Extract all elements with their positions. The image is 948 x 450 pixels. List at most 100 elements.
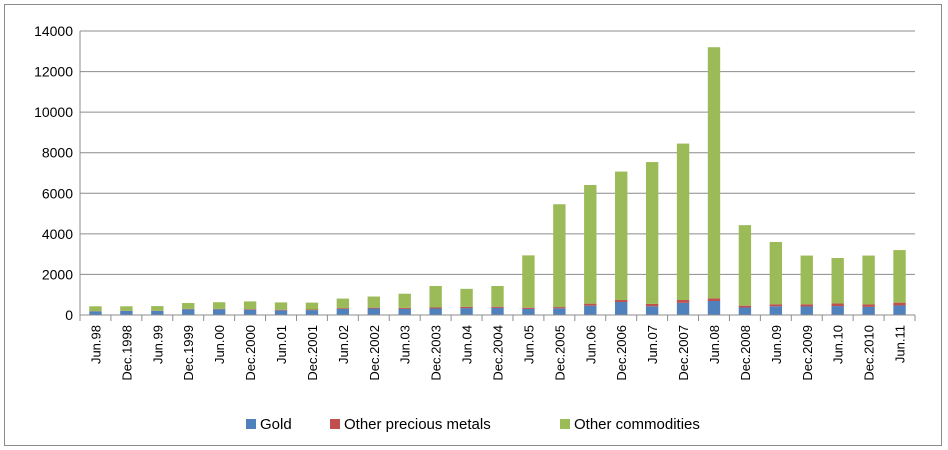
bar-segment	[305, 302, 319, 310]
bar-segment	[336, 298, 350, 309]
bar-segment	[367, 296, 380, 308]
bar-segment	[738, 225, 752, 306]
bar-segment	[676, 143, 690, 300]
bar-segment	[491, 306, 504, 308]
bar-segment	[120, 306, 133, 311]
bar-segment	[429, 307, 442, 309]
bar-segment	[645, 303, 659, 307]
bar-segment	[676, 299, 690, 303]
x-tick-label: Jun.05	[521, 325, 536, 364]
bar-segment	[212, 309, 226, 315]
legend-swatch	[246, 419, 256, 429]
bar-segment	[243, 309, 257, 310]
x-tick-label: Jun.07	[645, 325, 660, 364]
x-tick-label: Dec.2001	[305, 325, 320, 381]
bar-segment	[522, 307, 535, 309]
x-tick-label: Dec.2000	[243, 325, 258, 381]
bar-segment	[769, 304, 783, 307]
bar-segment	[831, 303, 844, 307]
bar-segment	[367, 308, 380, 315]
y-tick-label: 2000	[42, 266, 73, 282]
bar-segment	[336, 308, 350, 309]
bar-segment	[398, 293, 411, 308]
x-tick-label: Dec.2005	[552, 325, 567, 381]
chart-frame: 0 2000 4000 6000 8000 10000 12000 14000 Jun.98 De…	[4, 4, 942, 446]
bar-segment	[182, 309, 195, 315]
x-tick-label: Dec.1999	[181, 325, 196, 381]
x-tick-label: Dec.2009	[800, 325, 815, 381]
x-tick-label: Jun.99	[150, 325, 165, 364]
bar-segment	[398, 308, 411, 315]
bar-segment	[89, 306, 102, 312]
bar-segment	[707, 47, 721, 299]
x-tick-label: Jun.01	[274, 325, 289, 364]
bar-segment	[367, 307, 380, 309]
bar-segment	[460, 308, 473, 315]
x-tick-label: Jun.06	[583, 325, 598, 364]
y-tick-label: 14000	[34, 23, 73, 39]
bar-segment	[645, 162, 659, 304]
x-tick-label: Dec.2004	[491, 325, 506, 381]
bar-segment	[243, 301, 257, 310]
x-tick-label: Jun.09	[769, 325, 784, 364]
bar-segment	[584, 305, 597, 315]
x-tick-label: Dec.2010	[862, 325, 877, 381]
bar-segment	[429, 308, 442, 315]
bar-segment	[615, 299, 628, 303]
bar-segment	[738, 307, 752, 315]
x-tick-label: Dec.2008	[738, 325, 753, 381]
y-tick-label: 6000	[42, 185, 73, 201]
bar-segment	[800, 304, 813, 307]
bar-segment	[676, 302, 690, 315]
bar-segment	[274, 309, 288, 311]
x-tick-label: Jun.98	[88, 325, 103, 364]
bar-segment	[491, 307, 504, 315]
legend-label: Other commodities	[574, 416, 700, 433]
x-tick-label: Jun.03	[398, 325, 413, 364]
bar-segment	[615, 171, 628, 300]
bar-segment	[553, 307, 566, 309]
bar-segment	[151, 310, 164, 315]
bar-segment	[707, 301, 721, 315]
bar-segment	[831, 306, 844, 315]
bar-segment	[862, 255, 875, 305]
legend-swatch	[560, 419, 570, 429]
bar-segment	[769, 306, 783, 315]
x-tick-label: Jun.11	[893, 325, 908, 363]
bar-segment	[151, 306, 164, 311]
bar-segment	[305, 310, 319, 315]
x-tick-label: Jun.04	[460, 325, 475, 364]
bar-segment	[738, 305, 752, 308]
bar-segment	[831, 257, 844, 304]
bar-segment	[89, 311, 102, 315]
x-tick-label: Dec.2003	[429, 325, 444, 381]
y-tick-label: 0	[65, 307, 73, 323]
bar-segment	[893, 302, 906, 306]
bar-segment	[491, 285, 504, 307]
x-tick-label: Dec.2007	[676, 325, 691, 381]
x-tick-label: Dec.2006	[614, 325, 629, 381]
bar-segment	[893, 250, 906, 303]
stacked-bar-chart: 0 2000 4000 6000 8000 10000 12000 14000 Jun.98 De…	[34, 23, 916, 433]
bar-segment	[800, 306, 813, 315]
bar-segment	[522, 255, 535, 308]
bar-segment	[305, 309, 319, 311]
bar-segment	[243, 309, 257, 315]
bar-segment	[584, 184, 597, 304]
bar-segment	[460, 288, 473, 307]
bar-segment	[584, 303, 597, 306]
bar-segment	[553, 308, 566, 315]
bar-segment	[769, 241, 783, 305]
y-tick-label: 12000	[34, 64, 73, 80]
bar-segment	[398, 307, 411, 309]
bar-segment	[707, 298, 721, 302]
bar-segment	[429, 285, 442, 308]
x-tick-label: Dec.2002	[367, 325, 382, 381]
bar-segment	[522, 308, 535, 315]
x-tick-label: Jun.00	[212, 325, 227, 364]
bar-segment	[182, 303, 195, 309]
bar-segment	[862, 304, 875, 307]
x-tick-label: Jun.10	[831, 325, 846, 364]
x-tick-label: Jun.08	[707, 325, 722, 364]
bar-segment	[120, 310, 133, 315]
